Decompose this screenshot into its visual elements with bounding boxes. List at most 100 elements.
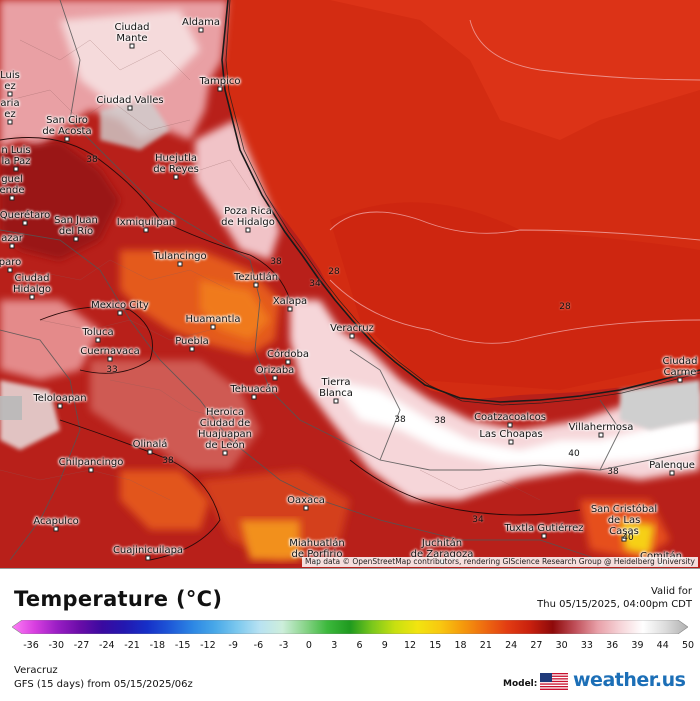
city-marker [13,166,19,172]
city-label[interactable]: Córdoba [267,349,309,360]
city-marker [333,398,339,404]
colorbar-tick-label: 24 [505,640,518,651]
map-attribution: Map data © OpenStreetMap contributors, r… [302,557,698,567]
city-label[interactable]: Tuxtla Gutiérrez [504,523,584,534]
city-marker [7,119,13,125]
city-label[interactable]: Toluca [82,327,114,338]
city-label[interactable]: Juchitán de Zaragoza [410,538,474,560]
colorbar-tick-label: 15 [429,640,442,651]
colorbar-tick-label: 0 [305,640,312,651]
city-label[interactable]: Villahermosa [568,422,634,433]
city-label[interactable]: Cuernavaca [80,346,140,357]
city-label[interactable]: Miahuatlán de Porfirio [289,538,345,560]
colorbar-tick-label: -36 [23,640,39,651]
colorbar-tick-label: 30 [555,640,568,651]
city-label[interactable]: Veracruz [330,323,374,334]
weather-us-logo[interactable]: weather.us [573,669,686,691]
city-label[interactable]: Coatzacoalcos [474,412,546,423]
city-label[interactable]: azar [1,233,23,244]
legend-footer: Temperature (°C) Valid for Thu 05/15/202… [0,568,700,701]
us-flag-icon [540,673,568,690]
city-marker [285,359,291,365]
city-label[interactable]: Aldama [182,17,220,28]
city-label[interactable]: Xalapa [272,296,308,307]
city-marker [117,310,123,316]
temperature-colorbar [11,619,689,635]
valid-for-label: Valid for [650,586,692,597]
city-marker [129,43,135,49]
city-marker [210,324,216,330]
city-marker [507,422,513,428]
city-label[interactable]: Poza Rica de Hidalgo [221,206,275,228]
city-label[interactable]: Ciudad Carme [662,356,698,378]
valid-time: Thu 05/15/2025, 04:00pm CDT [537,599,692,610]
contour-value-label: 33 [106,365,118,375]
contour-value-label: 38 [270,257,282,267]
city-marker [508,439,514,445]
city-marker [222,450,228,456]
city-label[interactable]: Las Choapas [479,429,543,440]
city-label[interactable]: Teziutlán [233,272,279,283]
colorbar-tick-label: -24 [99,640,115,651]
city-label[interactable]: aria ez [0,98,20,120]
colorbar-tick-label: 12 [403,640,417,651]
city-label[interactable]: San Ciro de Acosta [42,115,92,137]
city-label[interactable]: Puebla [175,336,209,347]
city-marker [303,505,309,511]
colorbar-tick-label: -30 [48,640,65,651]
city-label[interactable]: Acapulco [33,516,79,527]
contour-value-label: 38 [607,467,619,477]
city-label[interactable]: Comitán [640,551,682,562]
city-label[interactable]: Orizaba [255,365,295,376]
city-label[interactable]: guel ende [0,174,25,196]
city-label[interactable]: n Luis la Paz [1,145,31,167]
colorbar-tick-label: 27 [530,640,543,651]
city-marker [95,337,101,343]
city-label[interactable]: Huejutla de Reyes [153,153,199,175]
city-label[interactable]: Luis ez [0,70,20,92]
colorbar-graphic [11,619,689,635]
city-marker [621,536,627,542]
city-label[interactable]: paro [0,257,22,268]
city-marker [9,243,15,249]
city-label[interactable]: San Cristóbal de Las Casas [590,504,658,537]
city-marker [173,174,179,180]
city-label[interactable]: Heroica Ciudad de Huajuapan de León [197,407,253,451]
temperature-map[interactable]: Ciudad Mante Aldama Luis ez Tampico aria ez Ciud… [0,0,700,568]
city-label[interactable]: Chilpancingo [58,457,124,468]
city-label[interactable]: Querétaro [0,210,51,221]
city-marker [251,394,257,400]
city-label[interactable]: Olinalá [132,439,168,450]
city-label[interactable]: Tierra Blanca [319,377,353,399]
city-label[interactable]: Palenque [649,460,695,471]
city-marker [107,356,113,362]
city-label[interactable]: Huamantla [185,314,241,325]
colorbar-tick-label: 9 [381,640,388,651]
city-label[interactable]: Ciudad Valles [96,95,164,106]
map-shading [0,0,700,568]
colorbar-tick-label: -3 [278,640,289,651]
city-label[interactable]: San Juan del Río [54,215,98,237]
city-label[interactable]: Tulancingo [153,251,207,262]
city-marker [64,136,70,142]
city-label[interactable]: Ciudad Mante [114,22,150,44]
city-marker [598,432,604,438]
city-label[interactable]: Teloloapan [33,393,87,404]
colorbar-tick-label: 18 [454,640,467,651]
location-label: Veracruz [14,665,58,676]
city-label[interactable]: Tehuacán [230,384,278,395]
city-marker [7,267,13,273]
city-marker [22,220,28,226]
city-marker [127,105,133,111]
city-marker [287,306,293,312]
city-marker [57,403,63,409]
city-label[interactable]: Ixmiquilpan [116,217,176,228]
city-label[interactable]: Mexico City [91,300,149,311]
colorbar-tick-label: -18 [149,640,166,651]
colorbar-tick-label: -15 [174,640,191,651]
city-label[interactable]: Tampico [199,76,241,87]
city-label[interactable]: Ciudad Hidalgo [12,273,52,295]
city-label[interactable]: Cuajinicuilapa [112,545,184,556]
city-marker [143,227,149,233]
city-label[interactable]: Oaxaca [287,495,325,506]
